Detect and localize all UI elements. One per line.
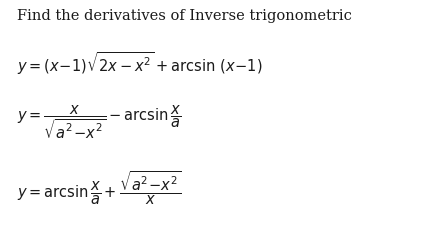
Text: $y = \dfrac{x}{\sqrt{a^2\!-\!x^2}} - \arcsin\dfrac{x}{a}$: $y = \dfrac{x}{\sqrt{a^2\!-\!x^2}} - \ar…: [17, 104, 181, 141]
Text: Find the derivatives of Inverse trigonometric: Find the derivatives of Inverse trigonom…: [17, 9, 352, 23]
Text: $y = \arcsin\dfrac{x}{a} + \dfrac{\sqrt{a^2\!-\!x^2}}{x}$: $y = \arcsin\dfrac{x}{a} + \dfrac{\sqrt{…: [17, 170, 181, 207]
Text: $y = (x\!-\!1)\sqrt{2x - x^2} + \arcsin\,(x\!-\!1)$: $y = (x\!-\!1)\sqrt{2x - x^2} + \arcsin\…: [17, 50, 263, 77]
